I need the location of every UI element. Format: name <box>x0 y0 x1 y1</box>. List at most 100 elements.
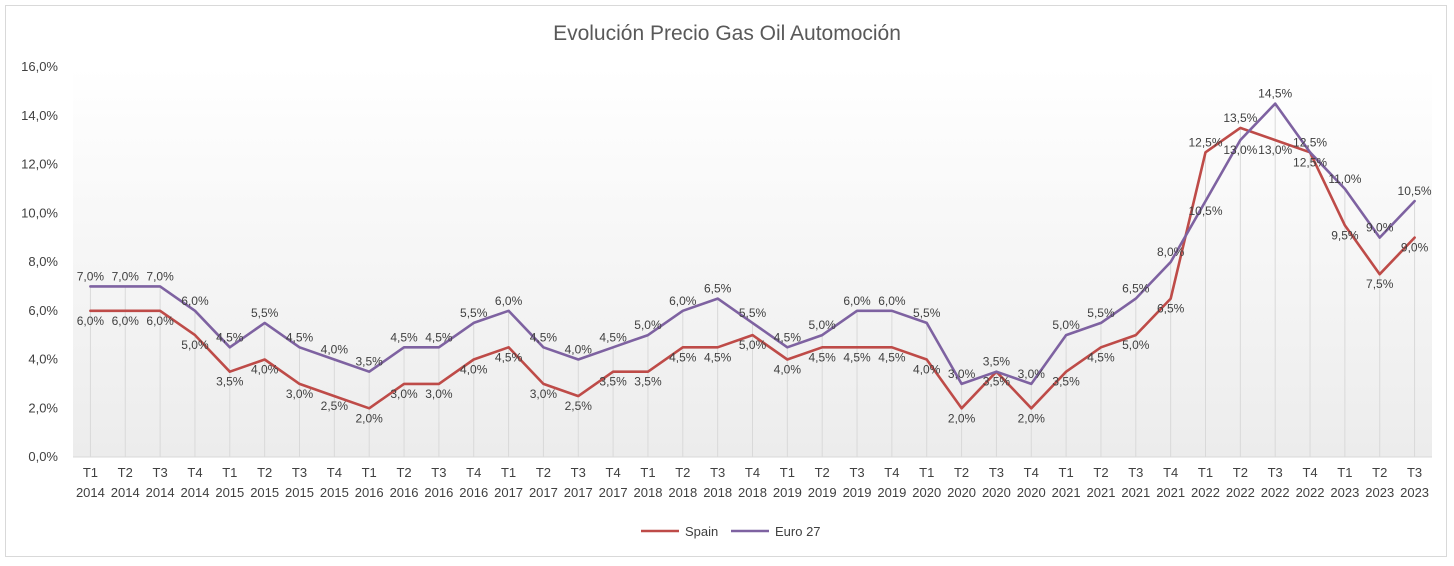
data-label: 4,5% <box>599 330 627 344</box>
data-label: 9,5% <box>1331 228 1359 242</box>
x-tick-year: 2017 <box>494 485 523 500</box>
drop-lines <box>89 103 1416 457</box>
x-tick-year: 2015 <box>320 485 349 500</box>
x-tick-quarter: T4 <box>606 465 621 480</box>
y-tick-label: 4,0% <box>28 352 58 367</box>
data-label: 2,0% <box>948 411 976 425</box>
chart-frame: Evolución Precio Gas Oil Automoción 0,0%… <box>5 5 1447 557</box>
data-label: 4,0% <box>251 363 279 377</box>
data-label: 5,5% <box>1087 306 1115 320</box>
data-label: 4,0% <box>774 363 802 377</box>
x-tick-year: 2016 <box>424 485 453 500</box>
x-tick-quarter: T3 <box>571 465 586 480</box>
data-label: 4,5% <box>425 330 453 344</box>
data-label: 5,5% <box>251 306 279 320</box>
data-label: 3,5% <box>634 375 662 389</box>
data-label: 3,0% <box>286 387 314 401</box>
data-label: 3,5% <box>356 355 384 369</box>
x-tick-year: 2018 <box>668 485 697 500</box>
data-label: 3,0% <box>530 387 558 401</box>
data-label: 5,0% <box>181 338 209 352</box>
x-tick-quarter: T2 <box>1233 465 1248 480</box>
x-tick-quarter: T2 <box>1372 465 1387 480</box>
x-tick-quarter: T1 <box>501 465 516 480</box>
x-tick-quarter: T4 <box>1302 465 1317 480</box>
data-labels: 6,0% 6,0% 6,0% 5,0% 3,5% 4,0% 3,0% 2,5% 2,0% 3,0%… <box>77 87 1432 426</box>
data-label: 7,5% <box>1366 277 1394 291</box>
y-tick-label: 6,0% <box>28 303 58 318</box>
x-tick-quarter: T3 <box>1407 465 1422 480</box>
x-tick-quarter: T4 <box>187 465 202 480</box>
x-tick-year: 2016 <box>355 485 384 500</box>
data-label: 12,5% <box>1293 135 1327 149</box>
y-axis: 0,0% 2,0% 4,0% 6,0% 8,0% 10,0% 12,0% 14,0% 16,0% <box>21 59 58 464</box>
x-tick-year: 2022 <box>1191 485 1220 500</box>
data-label: 6,0% <box>495 294 523 308</box>
data-label: 2,5% <box>565 399 593 413</box>
x-tick-year: 2018 <box>738 485 767 500</box>
x-tick-quarter: T1 <box>1059 465 1074 480</box>
x-tick-quarter: T4 <box>884 465 899 480</box>
data-label: 3,5% <box>983 355 1011 369</box>
data-label: 7,0% <box>146 269 174 283</box>
x-tick-year: 2023 <box>1400 485 1429 500</box>
x-tick-quarter: T4 <box>1024 465 1039 480</box>
data-label: 8,0% <box>1157 245 1185 259</box>
legend-label: Euro 27 <box>775 524 821 539</box>
x-tick-year: 2014 <box>181 485 210 500</box>
x-tick-year: 2020 <box>947 485 976 500</box>
x-tick-year: 2022 <box>1296 485 1325 500</box>
x-tick-year: 2022 <box>1261 485 1290 500</box>
data-label: 4,0% <box>321 343 349 357</box>
data-label: 12,5% <box>1188 135 1222 149</box>
line-chart: Evolución Precio Gas Oil Automoción 0,0%… <box>21 22 1432 539</box>
x-tick-quarter: T3 <box>1268 465 1283 480</box>
y-tick-label: 8,0% <box>28 254 58 269</box>
data-label: 7,0% <box>77 269 105 283</box>
x-tick-quarter: T4 <box>1163 465 1178 480</box>
x-tick-year: 2021 <box>1052 485 1081 500</box>
data-label: 6,0% <box>878 294 906 308</box>
data-label: 5,5% <box>913 306 941 320</box>
y-tick-label: 14,0% <box>21 108 58 123</box>
y-tick-label: 2,0% <box>28 400 58 415</box>
data-label: 4,0% <box>913 363 941 377</box>
data-label: 2,0% <box>356 411 384 425</box>
x-tick-quarter: T2 <box>118 465 133 480</box>
data-label: 5,0% <box>739 338 767 352</box>
data-label: 9,0% <box>1366 221 1394 235</box>
data-label: 4,5% <box>1087 350 1115 364</box>
data-label: 3,0% <box>948 367 976 381</box>
x-tick-year: 2014 <box>76 485 105 500</box>
x-tick-year: 2020 <box>1017 485 1046 500</box>
data-label: 13,0% <box>1223 143 1257 157</box>
x-tick-quarter: T2 <box>257 465 272 480</box>
data-label: 9,0% <box>1401 241 1429 255</box>
data-label: 5,0% <box>1052 318 1080 332</box>
x-tick-year: 2016 <box>459 485 488 500</box>
x-tick-year: 2017 <box>529 485 558 500</box>
x-tick-quarter: T3 <box>292 465 307 480</box>
y-tick-label: 10,0% <box>21 205 58 220</box>
x-tick-year: 2015 <box>285 485 314 500</box>
y-tick-label: 12,0% <box>21 157 58 172</box>
data-label: 6,0% <box>181 294 209 308</box>
y-tick-label: 16,0% <box>21 59 58 74</box>
data-label: 6,0% <box>146 314 174 328</box>
x-tick-quarter: T2 <box>954 465 969 480</box>
x-tick-year: 2017 <box>599 485 628 500</box>
data-label: 5,0% <box>1122 338 1150 352</box>
x-tick-quarter: T2 <box>536 465 551 480</box>
data-label: 13,0% <box>1258 143 1292 157</box>
data-label: 6,0% <box>669 294 697 308</box>
x-tick-year: 2015 <box>250 485 279 500</box>
x-tick-quarter: T2 <box>396 465 411 480</box>
x-tick-year: 2021 <box>1121 485 1150 500</box>
data-label: 4,5% <box>390 330 418 344</box>
data-label: 3,5% <box>1052 375 1080 389</box>
x-tick-year: 2022 <box>1226 485 1255 500</box>
x-tick-quarter: T1 <box>362 465 377 480</box>
x-tick-quarter: T2 <box>675 465 690 480</box>
x-tick-quarter: T2 <box>815 465 830 480</box>
x-tick-quarter: T4 <box>327 465 342 480</box>
